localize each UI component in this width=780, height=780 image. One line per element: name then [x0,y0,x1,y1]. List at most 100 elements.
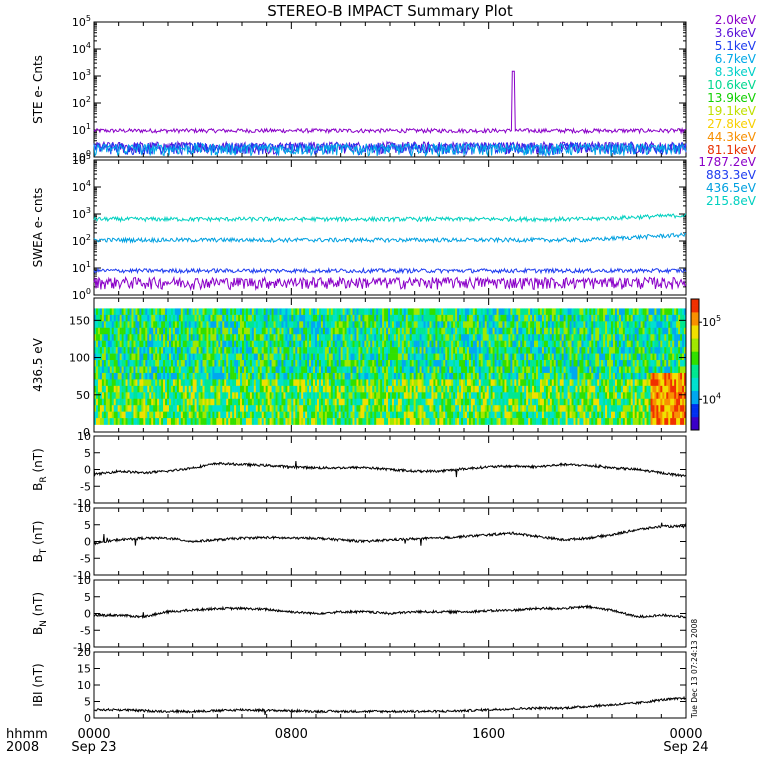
heatmap-cell [589,360,592,367]
heatmap-cell [403,405,407,412]
heatmap-cell [435,321,438,329]
heatmap-cell [172,353,176,361]
heatmap-cell [545,347,549,354]
heatmap-cell [480,411,484,419]
heatmap-cell [486,327,489,335]
heatmap-cell [155,392,158,400]
heatmap-cell [291,314,294,322]
heatmap-cell [287,366,290,374]
heatmap-cell [421,360,424,367]
heatmap-cell [583,347,586,354]
heatmap-cell [295,398,298,406]
heatmap-cell [184,340,188,348]
heatmap-cell [464,418,468,425]
heatmap-cell [305,366,308,374]
heatmap-cell [176,353,180,361]
heatmap-cell [336,405,339,412]
heatmap-cell [468,418,472,425]
heatmap-cell [121,379,124,387]
heatmap-cell [388,405,391,412]
heatmap-cell [429,411,432,419]
heatmap-cell [437,379,440,387]
heatmap-cell [125,360,128,367]
heatmap-cell [186,379,190,387]
heatmap-cell [119,405,122,412]
heatmap-cell [413,360,416,367]
heatmap-cell [261,360,265,367]
heatmap-cell [397,321,401,329]
heatmap-cell [399,327,403,335]
heatmap-cell [318,314,322,322]
heatmap-cell [427,347,430,354]
heatmap-cell [557,314,561,322]
heatmap-cell [372,366,375,374]
heatmap-cell [226,347,229,354]
heatmap-cell [593,314,596,322]
heatmap-cell [488,372,491,380]
heatmap-cell [423,385,426,393]
heatmap-cell [94,340,97,348]
heatmap-cell [498,366,501,374]
heatmap-cell [561,340,564,348]
heatmap-cell [538,385,541,393]
heatmap-cell [267,321,270,329]
heatmap-cell [192,327,195,335]
heatmap-cell [374,405,377,412]
heatmap-cell [484,360,487,367]
heatmap-cell [585,321,588,329]
heatmap-cell [330,308,334,316]
heatmap-cell [309,418,312,425]
heatmap-cell [549,353,553,361]
heatmap-cell [445,418,448,425]
heatmap-cell [176,366,180,374]
heatmap-cell [565,340,568,348]
heatmap-cell [492,360,495,367]
heatmap-cell [380,392,383,400]
heatmap-cell [107,314,111,322]
heatmap-cell [459,411,462,419]
heatmap-cell [115,379,118,387]
heatmap-cell [528,379,531,387]
heatmap-cell [352,366,355,374]
heatmap-cell [101,308,105,316]
heatmap-cell [364,411,367,419]
heatmap-cell [123,405,126,412]
heatmap-cell [147,385,150,393]
heatmap-cell [200,340,203,348]
heatmap-cell [159,347,162,354]
heatmap-cell [159,392,162,400]
heatmap-cell [200,385,203,393]
heatmap-cell [94,385,97,393]
heatmap-cell [307,411,310,419]
heatmap-cell [551,405,555,412]
heatmap-cell [522,321,525,329]
heatmap-cell [350,379,353,387]
heatmap-cell [455,360,458,367]
heatmap-cell [569,314,572,322]
heatmap-cell [463,405,466,412]
heatmap-cell [198,366,201,374]
heatmap-cell [409,385,413,393]
heatmap-cell [437,347,440,354]
heatmap-cell [380,353,383,361]
heatmap-cell [447,405,450,412]
heatmap-cell [178,366,182,374]
heatmap-cell [151,405,154,412]
heatmap-cell [384,347,387,354]
heatmap-cell [236,321,239,329]
heatmap-cell [530,327,533,335]
heatmap-cell [455,411,458,419]
heatmap-cell [541,385,545,393]
heatmap-cell [249,321,253,329]
heatmap-cell [151,418,154,425]
heatmap-cell [338,334,341,341]
heatmap-cell [439,308,442,316]
heatmap-cell [127,353,130,361]
heatmap-cell [561,353,564,361]
heatmap-cell [202,327,205,335]
heatmap-cell [259,379,263,387]
heatmap-cell [474,314,478,322]
heatmap-cell [522,405,525,412]
heatmap-cell [498,327,501,335]
heatmap-cell [397,379,401,387]
